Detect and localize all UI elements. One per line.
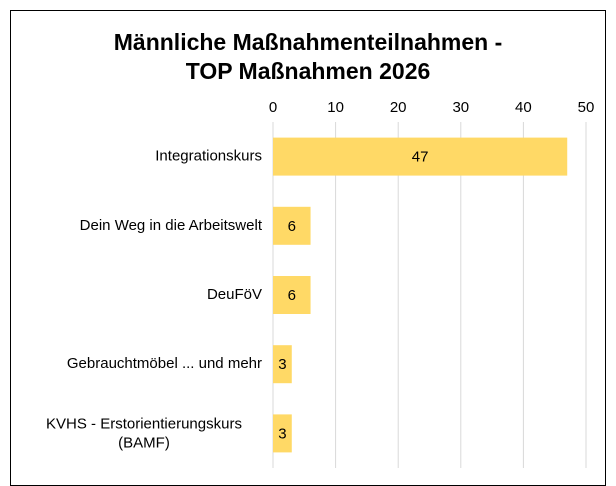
data-label: 6: [288, 287, 296, 304]
x-tick-label: 50: [578, 99, 595, 116]
data-label: 3: [278, 425, 286, 442]
chart-title: Männliche Maßnahmenteilnahmen -TOP Maßna…: [114, 29, 503, 84]
bar: [273, 345, 292, 384]
y-tick-label: DeuFöV: [207, 286, 262, 303]
x-tick-label: 30: [452, 99, 469, 116]
x-tick-label: 10: [327, 99, 344, 116]
x-tick-label: 40: [515, 99, 532, 116]
chart-frame: [10, 10, 606, 486]
y-tick-label: Gebrauchtmöbel ... und mehr: [67, 355, 262, 372]
y-tick-label: KVHS - Erstorientierungskurs (BAMF): [46, 415, 242, 451]
y-tick-label: Integrationskurs: [155, 148, 262, 165]
bar: [273, 137, 568, 176]
x-tick-label: 0: [269, 99, 277, 116]
bar: [273, 414, 292, 453]
data-label: 47: [412, 149, 429, 166]
bar: [273, 276, 311, 314]
y-tick-label: Dein Weg in die Arbeitswelt: [80, 217, 263, 234]
data-label: 3: [278, 356, 286, 373]
bar: [273, 206, 311, 245]
data-label: 6: [288, 218, 296, 235]
x-tick-label: 20: [390, 99, 407, 116]
